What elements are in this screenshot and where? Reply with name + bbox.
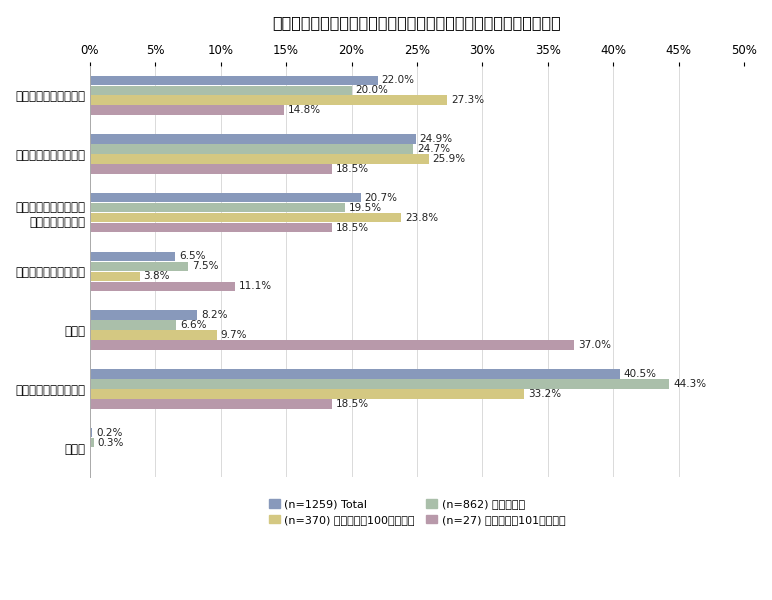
Text: 8.2%: 8.2% xyxy=(201,310,228,320)
Text: 20.7%: 20.7% xyxy=(364,193,398,203)
Bar xyxy=(90,203,345,212)
Bar xyxy=(90,399,332,409)
Text: 27.3%: 27.3% xyxy=(451,95,484,105)
Text: 25.9%: 25.9% xyxy=(432,154,466,164)
Bar xyxy=(90,272,140,281)
Text: 0.3%: 0.3% xyxy=(98,437,124,448)
Bar xyxy=(90,438,93,448)
Text: 14.8%: 14.8% xyxy=(287,105,320,115)
Bar xyxy=(90,340,574,350)
Bar xyxy=(90,428,93,437)
Bar xyxy=(90,95,447,105)
Bar xyxy=(90,331,217,340)
Bar xyxy=(90,164,332,173)
Text: 19.5%: 19.5% xyxy=(349,203,382,212)
Bar xyxy=(90,251,175,261)
Bar xyxy=(90,369,620,379)
Text: 0.2%: 0.2% xyxy=(96,428,123,437)
Text: 18.5%: 18.5% xyxy=(336,164,369,174)
Bar xyxy=(90,281,235,291)
Text: 6.5%: 6.5% xyxy=(179,251,205,262)
Bar xyxy=(90,76,378,85)
Text: 33.2%: 33.2% xyxy=(528,389,561,399)
Bar xyxy=(90,106,283,115)
Text: 3.8%: 3.8% xyxy=(144,271,170,281)
Text: 11.1%: 11.1% xyxy=(239,281,273,292)
Bar xyxy=(90,320,176,330)
Bar xyxy=(90,86,351,95)
Title: 【情報セキュリティ対策投資を行わなかった理由（企業規模別）】: 【情報セキュリティ対策投資を行わなかった理由（企業規模別）】 xyxy=(273,15,561,30)
Bar xyxy=(90,262,188,271)
Bar xyxy=(90,213,401,223)
Text: 18.5%: 18.5% xyxy=(336,399,369,409)
Bar xyxy=(90,154,428,164)
Legend: (n=1259) Total, (n=370) 中小企業（100人以下）, (n=862) 小規模企業, (n=27) 中小企業（101人以上）: (n=1259) Total, (n=370) 中小企業（100人以下）, (n… xyxy=(264,495,570,529)
Text: 6.6%: 6.6% xyxy=(180,320,207,330)
Bar xyxy=(90,379,669,389)
Text: 7.5%: 7.5% xyxy=(192,262,218,271)
Text: 24.7%: 24.7% xyxy=(417,144,450,154)
Text: 24.9%: 24.9% xyxy=(419,134,452,144)
Text: 22.0%: 22.0% xyxy=(381,75,415,85)
Bar xyxy=(90,223,332,232)
Bar xyxy=(90,134,415,144)
Bar xyxy=(90,193,361,202)
Bar xyxy=(90,389,524,398)
Text: 23.8%: 23.8% xyxy=(405,212,438,223)
Text: 44.3%: 44.3% xyxy=(673,379,706,389)
Bar xyxy=(90,310,197,320)
Text: 20.0%: 20.0% xyxy=(355,85,388,95)
Text: 37.0%: 37.0% xyxy=(578,340,611,350)
Text: 40.5%: 40.5% xyxy=(624,369,657,379)
Text: 9.7%: 9.7% xyxy=(221,330,247,340)
Text: 18.5%: 18.5% xyxy=(336,223,369,233)
Bar xyxy=(90,144,413,154)
